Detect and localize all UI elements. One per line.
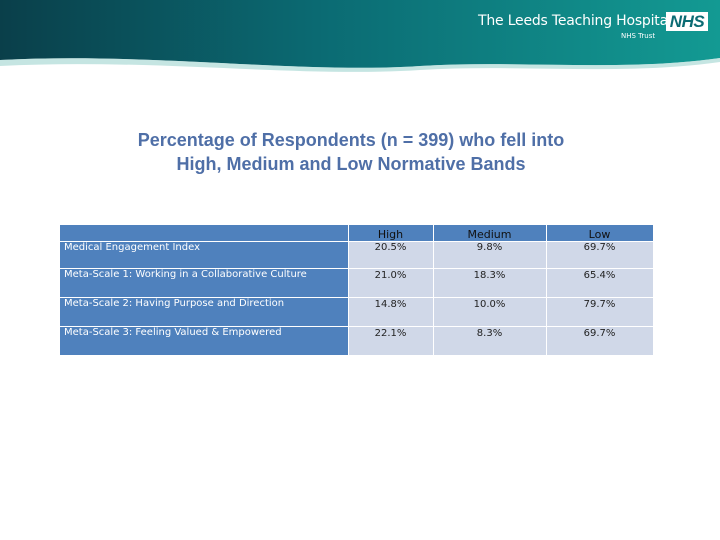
cell-high: 14.8% bbox=[347, 297, 434, 327]
slide-title-line-2: High, Medium and Low Normative Bands bbox=[176, 154, 526, 174]
normative-bands-table: High Medium Low Medical Engagement Index… bbox=[60, 224, 654, 356]
header-wave-graphic bbox=[0, 0, 720, 72]
table-row: Medical Engagement Index 20.5% 9.8% 69.7… bbox=[60, 241, 654, 269]
slide-title-line-1: Percentage of Respondents (n = 399) who … bbox=[137, 130, 565, 150]
cell-low: 69.7% bbox=[545, 241, 654, 269]
cell-high: 22.1% bbox=[347, 326, 434, 356]
column-header-medium: Medium bbox=[432, 224, 547, 242]
cell-low: 79.7% bbox=[545, 297, 654, 327]
cell-medium: 9.8% bbox=[432, 241, 547, 269]
slide-title: Percentage of Respondents (n = 399) who … bbox=[60, 128, 642, 176]
row-label: Meta-Scale 3: Feeling Valued & Empowered bbox=[60, 326, 349, 356]
cell-low: 65.4% bbox=[545, 268, 654, 298]
nhs-logo: NHS bbox=[666, 12, 708, 31]
header-label-cell bbox=[60, 224, 349, 242]
row-label: Meta-Scale 1: Working in a Collaborative… bbox=[60, 268, 349, 298]
column-header-high: High bbox=[347, 224, 434, 242]
row-label: Meta-Scale 2: Having Purpose and Directi… bbox=[60, 297, 349, 327]
table-row: Meta-Scale 2: Having Purpose and Directi… bbox=[60, 297, 654, 327]
cell-medium: 8.3% bbox=[432, 326, 547, 356]
cell-low: 69.7% bbox=[545, 326, 654, 356]
header-band bbox=[0, 0, 720, 80]
cell-medium: 10.0% bbox=[432, 297, 547, 327]
organisation-name: The Leeds Teaching Hospitals bbox=[478, 13, 679, 29]
cell-high: 20.5% bbox=[347, 241, 434, 269]
column-header-low: Low bbox=[545, 224, 654, 242]
cell-high: 21.0% bbox=[347, 268, 434, 298]
nhs-trust-label: NHS Trust bbox=[621, 32, 656, 40]
cell-medium: 18.3% bbox=[432, 268, 547, 298]
row-label: Medical Engagement Index bbox=[60, 241, 349, 269]
table-row: Meta-Scale 3: Feeling Valued & Empowered… bbox=[60, 326, 654, 356]
table-row: Meta-Scale 1: Working in a Collaborative… bbox=[60, 268, 654, 298]
table-header-row: High Medium Low bbox=[60, 224, 654, 242]
